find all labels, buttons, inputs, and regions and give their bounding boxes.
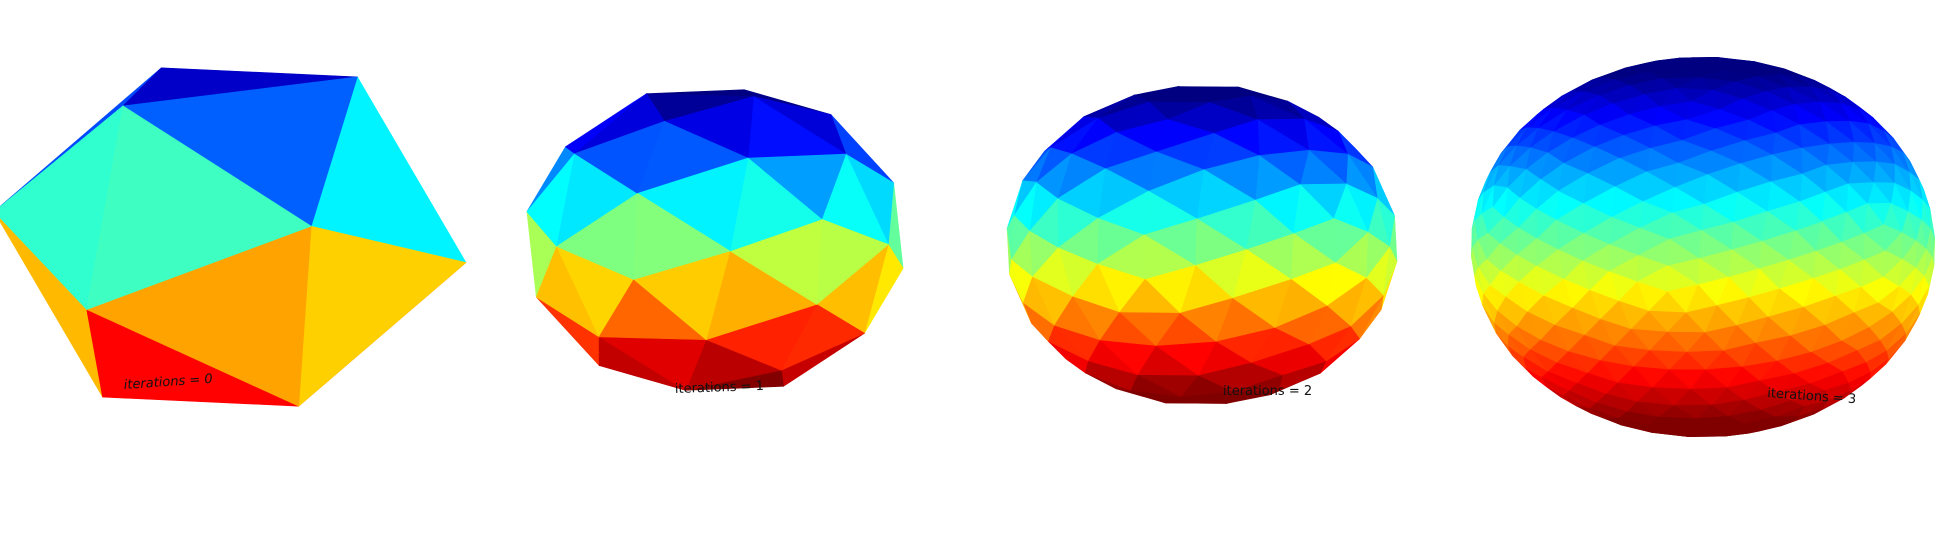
panel-label-2: iterations = 2 <box>1223 384 1312 399</box>
icosphere-panel-0 <box>0 67 467 407</box>
icosphere-panel-3 <box>1470 56 1936 438</box>
mesh-face <box>1698 229 1732 259</box>
icosphere-panel-2 <box>1006 86 1398 404</box>
mesh-face <box>633 192 731 280</box>
mesh-face <box>1195 218 1247 266</box>
panel-label-0: iterations = 0 <box>123 372 213 393</box>
mesh-face <box>86 105 312 310</box>
icosphere-panel-1 <box>526 89 904 391</box>
panel-label-3: iterations = 3 <box>1767 386 1857 407</box>
panel-label-1: iterations = 1 <box>675 379 765 397</box>
